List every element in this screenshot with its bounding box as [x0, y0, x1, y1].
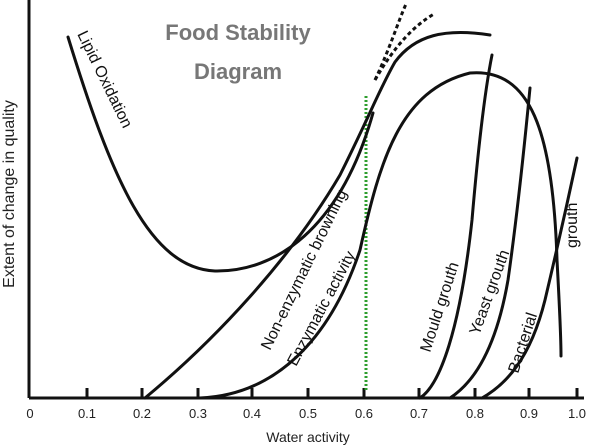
- title-line-2: Diagram: [194, 59, 282, 84]
- bacterial-growth-label: grouth: [564, 203, 581, 248]
- title-line-1: Food Stability: [165, 20, 311, 45]
- x-tick-label: 0: [26, 406, 33, 421]
- mould-growth-label: Mould grouth: [418, 260, 463, 354]
- lipid-oxidation-curve: [66, 35, 375, 273]
- non-enzymatic-browning-curve: [143, 31, 492, 400]
- x-tick-label: 0.7: [410, 406, 428, 421]
- x-tick-label: 0.1: [78, 406, 96, 421]
- x-tick-label: 0.4: [243, 406, 261, 421]
- y-axis-label: Extent of change in quality: [1, 100, 18, 288]
- enzymatic-activity-curve: [198, 71, 563, 400]
- mould-growth-curve: [418, 53, 494, 400]
- bacterial-label: Bacterial: [506, 311, 541, 375]
- x-axis-label: Water activity: [266, 429, 350, 445]
- yeast-growth-curve: [448, 86, 532, 400]
- x-tick-label: 0.2: [133, 406, 151, 421]
- x-tick-label: 0.8: [466, 406, 484, 421]
- x-tick-label: 0.6: [355, 406, 373, 421]
- lipid-dotted-extension-2: [373, 12, 435, 81]
- x-tick-label: 0.9: [520, 406, 538, 421]
- bacterial-growth-curve: [480, 156, 579, 400]
- x-tick-label: 0.5: [299, 406, 317, 421]
- x-tick-label: 1.0: [568, 406, 586, 421]
- x-tick-label: 0.3: [189, 406, 207, 421]
